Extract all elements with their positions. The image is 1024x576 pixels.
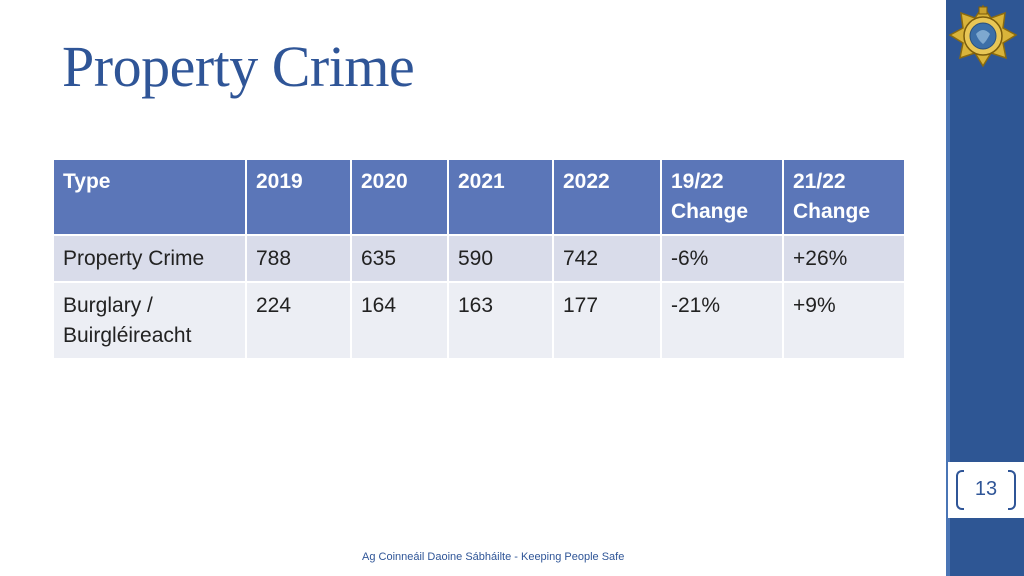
garda-badge-logo-icon xyxy=(948,4,1018,70)
header-2019: 2019 xyxy=(245,158,352,236)
cell-19-22-change: -21% xyxy=(660,281,784,360)
cell-2022: 742 xyxy=(552,234,662,283)
side-bar-accent xyxy=(946,80,950,576)
cell-2021: 590 xyxy=(447,234,554,283)
header-21-22-change: 21/22 Change xyxy=(782,158,906,236)
footer-tagline: Ag Coinneáil Daoine Sábháilte - Keeping … xyxy=(362,551,625,563)
bracket-left-icon xyxy=(956,470,964,510)
cell-type: Property Crime xyxy=(52,234,247,283)
cell-2020: 635 xyxy=(350,234,449,283)
header-2022: 2022 xyxy=(552,158,662,236)
table-header-row: Type 2019 2020 2021 2022 19/22 Change 21… xyxy=(52,158,906,236)
table-row: Burglary / Buirgléireacht 224 164 163 17… xyxy=(52,281,906,360)
cell-2020: 164 xyxy=(350,281,449,360)
cell-2019: 788 xyxy=(245,234,352,283)
crime-statistics-table: Type 2019 2020 2021 2022 19/22 Change 21… xyxy=(52,158,906,360)
bracket-right-icon xyxy=(1008,470,1016,510)
slide-title: Property Crime xyxy=(62,34,415,99)
cell-type: Burglary / Buirgléireacht xyxy=(52,281,247,360)
cell-21-22-change: +9% xyxy=(782,281,906,360)
header-2020: 2020 xyxy=(350,158,449,236)
cell-2019: 224 xyxy=(245,281,352,360)
header-2021: 2021 xyxy=(447,158,554,236)
page-number-box: 13 xyxy=(948,462,1024,518)
header-19-22-change: 19/22 Change xyxy=(660,158,784,236)
cell-2022: 177 xyxy=(552,281,662,360)
cell-2021: 163 xyxy=(447,281,554,360)
cell-19-22-change: -6% xyxy=(660,234,784,283)
cell-21-22-change: +26% xyxy=(782,234,906,283)
page-number: 13 xyxy=(974,478,998,500)
table-row: Property Crime 788 635 590 742 -6% +26% xyxy=(52,234,906,283)
header-type: Type xyxy=(52,158,247,236)
